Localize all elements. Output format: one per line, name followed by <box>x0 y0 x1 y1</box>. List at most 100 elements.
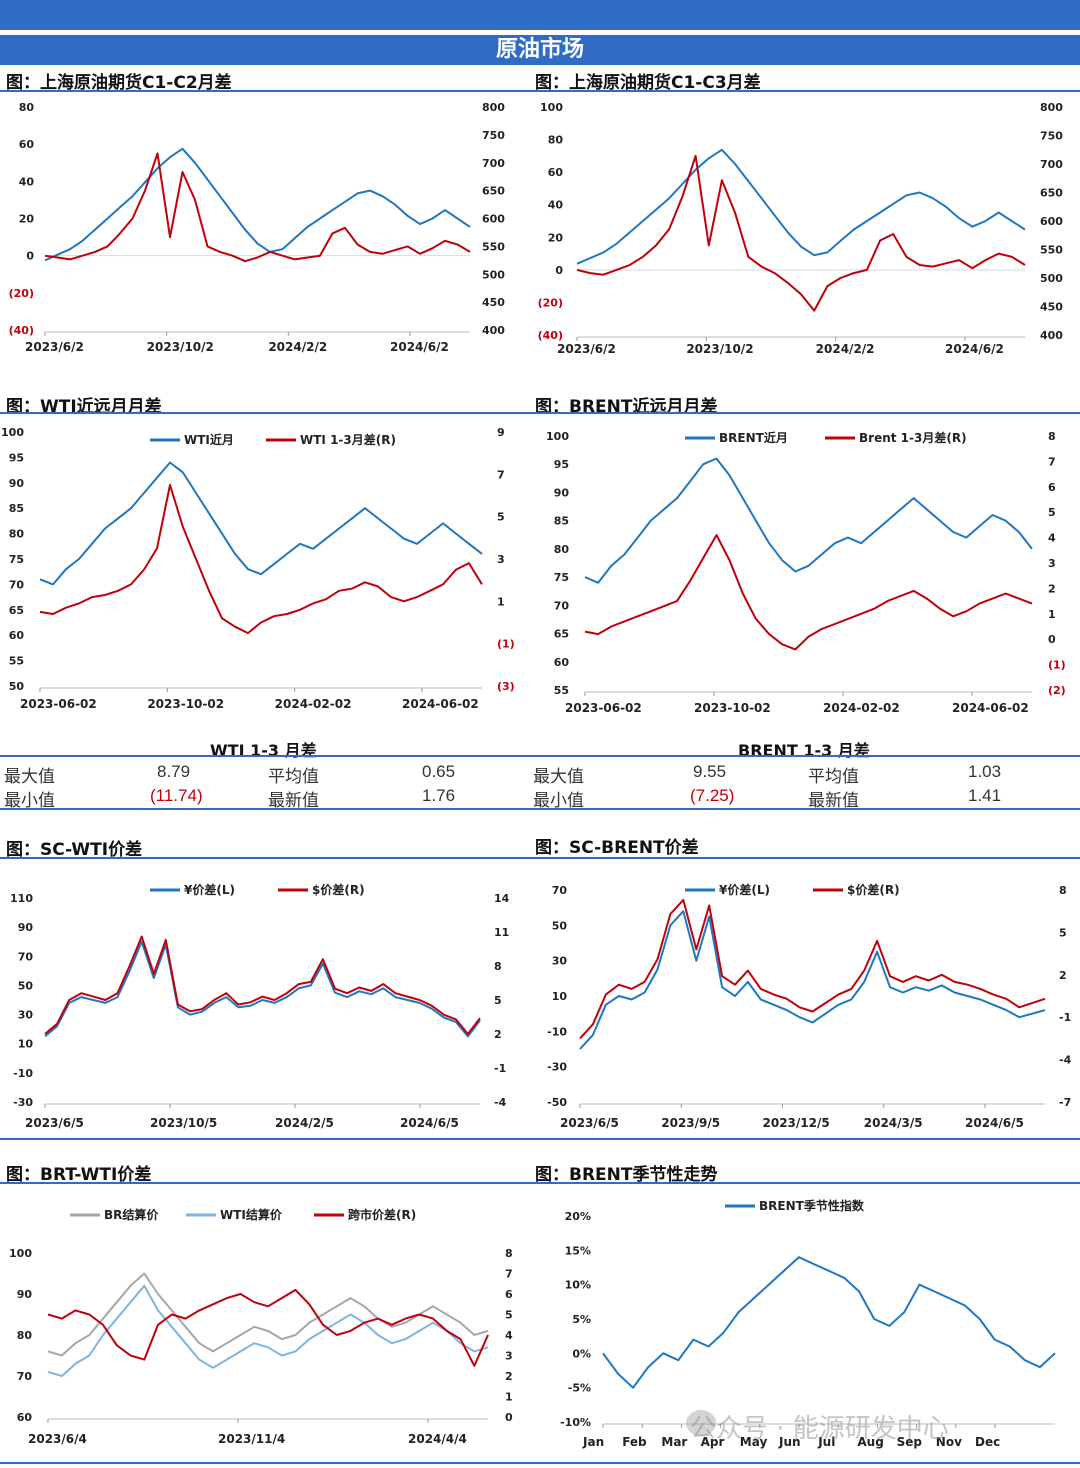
y-tick-left: 90 <box>17 1288 33 1301</box>
y-tick-left: 85 <box>9 502 24 515</box>
stat-label: 最小值 <box>4 791 55 810</box>
legend-label: ¥价差(L) <box>184 882 235 897</box>
x-tick: 2023-10-02 <box>694 701 771 715</box>
y-tick-left: 95 <box>554 458 569 471</box>
stat-value: 8.79 <box>157 762 191 781</box>
y-tick-right: 600 <box>482 213 505 226</box>
y-tick-left: 100 <box>1 426 24 439</box>
stat-label: 最新值 <box>268 791 319 810</box>
y-tick-left: 60 <box>9 629 25 642</box>
y-tick-right: 3 <box>1048 557 1056 570</box>
x-tick: 2023/6/2 <box>25 340 84 354</box>
x-tick: 2024/6/5 <box>400 1116 459 1130</box>
y-tick-right: 3 <box>497 553 505 566</box>
y-tick-left: (40) <box>9 324 34 337</box>
divider <box>0 755 1080 757</box>
y-tick-left: 60 <box>17 1411 33 1424</box>
y-tick-right: 800 <box>1040 101 1063 114</box>
y-tick-right: -7 <box>1059 1096 1071 1109</box>
series-line <box>44 152 471 263</box>
y-tick-right: -4 <box>1059 1054 1072 1067</box>
y-tick-right: 1 <box>1048 608 1056 621</box>
y-tick-left: 100 <box>546 430 569 443</box>
y-tick-right: 650 <box>1040 187 1063 200</box>
y-tick-right: 2 <box>494 1028 502 1041</box>
x-tick: 2024-02-02 <box>823 701 900 715</box>
y-tick-right: 700 <box>482 157 505 170</box>
x-tick: 2024/6/2 <box>390 340 449 354</box>
y-tick-right: 6 <box>505 1288 513 1301</box>
chart-scbrent: 70 50 30 10 -10 -30 -50 8 5 2 -1 -4 -7 2023/6/5 2023/9… <box>547 882 1072 1130</box>
series-line <box>47 1288 489 1367</box>
legend-label: BRENT近月 <box>719 430 788 445</box>
x-tick: Jan <box>582 1435 604 1449</box>
y-tick-left: 75 <box>554 571 569 584</box>
page-title: 原油市场 <box>0 35 1080 65</box>
x-tick: 2023-06-02 <box>20 697 97 711</box>
x-tick: 2024/2/5 <box>275 1116 334 1130</box>
legend-label: ¥价差(L) <box>719 882 770 897</box>
y-tick-left: 65 <box>554 628 569 641</box>
y-tick-left: 55 <box>554 684 569 697</box>
x-tick: 2024/2/2 <box>268 340 327 354</box>
y-tick-left: -50 <box>547 1096 567 1109</box>
y-tick-right: 4 <box>505 1329 513 1342</box>
y-tick-left: 70 <box>9 578 25 591</box>
stats-title-brent: BRENT 1-3 月差 <box>738 741 870 760</box>
y-tick-left: -30 <box>547 1061 567 1074</box>
x-tick: 2023/10/5 <box>150 1116 217 1130</box>
section-title-brtwti: 图：BRT-WTI价差 <box>6 1165 152 1185</box>
series-line <box>39 461 483 586</box>
y-tick-left: 90 <box>9 477 25 490</box>
stat-label: 最小值 <box>533 791 584 810</box>
y-tick-left: -10 <box>13 1067 33 1080</box>
y-tick-right: 8 <box>1048 430 1056 443</box>
x-tick: 2024/2/2 <box>816 342 875 356</box>
y-tick-right: 2 <box>1059 969 1067 982</box>
y-tick-right: 4 <box>1048 532 1056 545</box>
stat-value: (11.74) <box>150 786 203 805</box>
y-tick-left: 100 <box>9 1247 32 1260</box>
y-tick-left: 0% <box>572 1347 591 1360</box>
y-tick-right: 800 <box>482 101 505 114</box>
y-tick-left: 0 <box>26 250 34 263</box>
y-tick-left: 80 <box>17 1329 33 1342</box>
stat-value: 1.41 <box>968 786 1002 805</box>
y-tick-left: -10 <box>547 1025 567 1038</box>
y-tick-right: 5 <box>1048 506 1056 519</box>
y-tick-left: 15% <box>565 1244 591 1257</box>
x-tick: 2023/6/5 <box>25 1116 84 1130</box>
y-tick-left: 90 <box>18 921 34 934</box>
y-tick-right: (2) <box>1048 684 1066 697</box>
x-tick: May <box>740 1435 768 1449</box>
x-tick: 2023/9/5 <box>661 1116 720 1130</box>
x-tick: Sep <box>897 1435 923 1449</box>
stat-value: 0.65 <box>422 762 456 781</box>
series-line <box>44 940 481 1038</box>
x-tick: Aug <box>857 1435 883 1449</box>
y-tick-right: 6 <box>1048 481 1056 494</box>
section-title-scwti: 图：SC-WTI价差 <box>6 840 143 860</box>
y-tick-left: 70 <box>18 950 34 963</box>
x-tick: 2023-10-02 <box>147 697 224 711</box>
wechat-icon <box>686 1410 716 1436</box>
x-tick: 2023/10/2 <box>147 340 214 354</box>
y-tick-right: 8 <box>494 960 502 973</box>
x-tick: 2023/6/2 <box>557 342 616 356</box>
y-tick-right: 1 <box>497 595 505 608</box>
divider <box>0 90 1080 92</box>
stat-label: 平均值 <box>268 767 319 786</box>
y-tick-left: 75 <box>9 553 24 566</box>
stat-value: (7.25) <box>690 786 735 805</box>
y-tick-left: 0 <box>555 264 563 277</box>
chart-c1c2: 80 60 40 20 0 (20) (40) 800 750 700 650 600 550 500 45… <box>9 101 506 354</box>
x-tick: 2024/4/4 <box>408 1432 467 1446</box>
x-tick: 2024/3/5 <box>864 1116 923 1130</box>
stat-label: 最大值 <box>4 767 55 786</box>
stats-table: 最大值 8.79 平均值 0.65 最小值 (11.74) 最新值 1.76 最… <box>0 760 1080 810</box>
x-tick: 2023/10/2 <box>686 342 753 356</box>
chart-scwti: 110 90 70 50 30 10 -10 -30 14 11 8 5 2 -1 -4 2023/6/5 20… <box>10 882 510 1130</box>
section-title-scbrent: 图：SC-BRENT价差 <box>535 838 699 858</box>
y-tick-left: 60 <box>19 138 35 151</box>
chart-season: 20% 15% 10% 5% 0% -5% -10% Jan Feb Mar Apr May Jun Ju… <box>560 1198 1056 1449</box>
